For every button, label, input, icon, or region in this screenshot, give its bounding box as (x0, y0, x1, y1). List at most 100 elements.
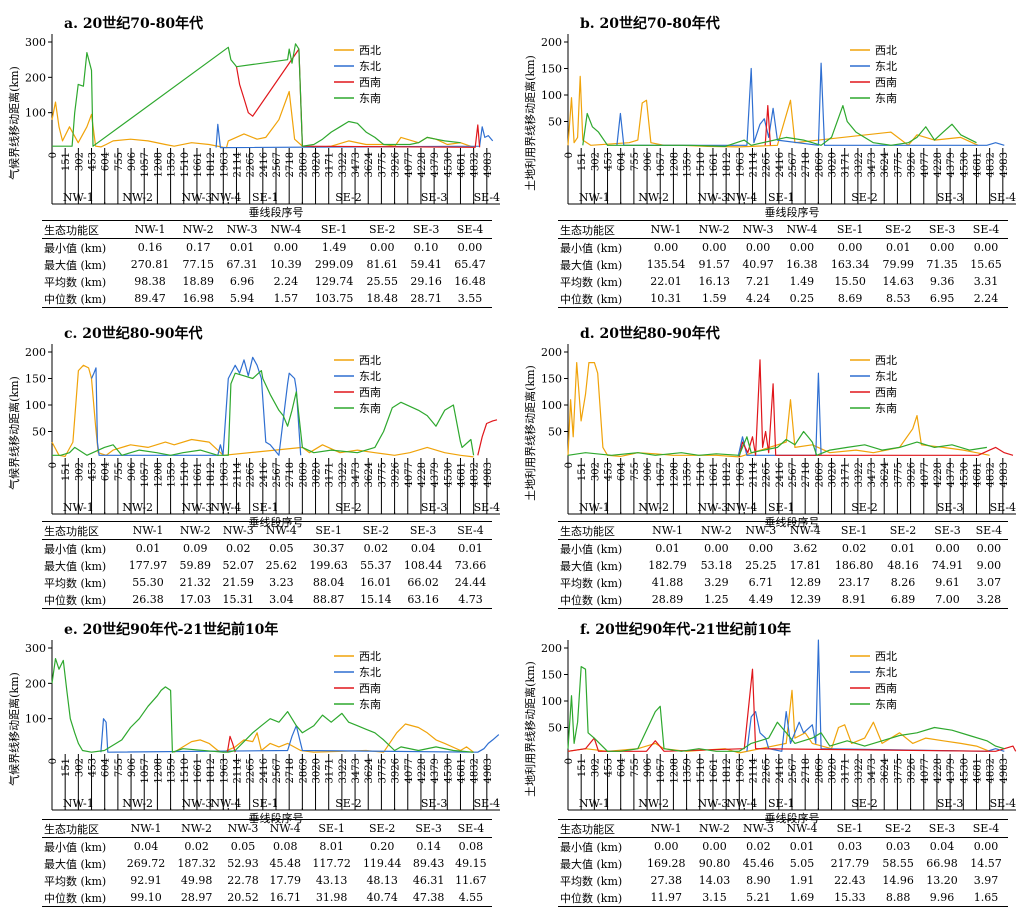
table-cell: 10.39 (270, 258, 302, 271)
x-tick-label: 4530 (959, 758, 970, 783)
x-tick-label: 0 (564, 152, 575, 158)
x-tick-label: 2567 (788, 152, 799, 177)
table-cell: 8.69 (837, 292, 863, 305)
series-line (226, 735, 236, 753)
table-cell: 0.17 (185, 241, 211, 254)
table-row: 中位数 (km) 10.31 1.59 4.24 0.25 8.69 8.53 6.95 2.2… (558, 290, 1008, 308)
table-cell: 6.71 (748, 576, 774, 589)
table-cell: 0.00 (745, 241, 771, 254)
y-tick-label: 100 (541, 89, 562, 102)
zone-label: SE-4 (474, 501, 501, 514)
x-tick-label: 906 (643, 758, 654, 777)
zone-label: NW-2 (638, 191, 669, 204)
table-cell: 0.01 (229, 241, 255, 254)
zone-label: SE-3 (937, 797, 964, 810)
zone-label: SE-2 (851, 797, 878, 810)
x-tick-label: 302 (590, 152, 601, 171)
table-cell: 14.63 (882, 275, 915, 288)
table-header-cell: SE-3 (412, 223, 440, 236)
x-tick-label: 755 (114, 758, 125, 777)
table-row: 最小值 (km) 0.04 0.02 0.05 0.08 8.01 0.20 0.14 0.08 (42, 838, 492, 856)
table-cell: 1.57 (273, 292, 299, 305)
table-header-cell: 生态功能区 (44, 524, 99, 538)
x-tick-label: 3171 (841, 152, 852, 177)
stats-table-a: 生态功能区 NW-1 NW-2 NW-3 NW-4 SE-1 SE-2 SE-3 SE-4 最小值… (42, 220, 492, 308)
table-cell: 11.67 (455, 874, 487, 887)
x-tick-label: 3926 (391, 152, 402, 177)
row-label: 最大值 (km) (44, 258, 107, 272)
table-header-cell: NW-1 (650, 822, 682, 835)
table-cell: 14.96 (882, 874, 914, 887)
table-cell: 77.15 (182, 258, 214, 271)
table-cell: 4.55 (458, 891, 484, 904)
table-cell: 269.72 (126, 857, 166, 870)
table-cell: 6.96 (229, 275, 255, 288)
row-label: 平均数 (km) (560, 275, 623, 289)
x-tick-label: 1057 (140, 758, 151, 783)
table-cell: 15.31 (222, 593, 255, 606)
table-cell: 15.65 (970, 258, 1002, 271)
x-tick-label: 1208 (153, 152, 164, 177)
x-tick-label: 3473 (867, 152, 878, 177)
table-cell: 5.21 (746, 891, 771, 904)
x-tick-label: 302 (590, 462, 601, 481)
series-line (51, 90, 474, 149)
table-cell: 1.25 (704, 593, 729, 606)
panel-d: d. 20世纪80-90年代 土地利用界线移动距离(km) 50 100 150 200 0… (520, 318, 1020, 618)
table-cell: 0.02 (746, 840, 771, 853)
table-header-cell: NW-2 (181, 822, 213, 835)
table-cell: 25.62 (265, 559, 298, 572)
table-cell: 299.09 (314, 258, 354, 271)
x-tick-label: 4530 (443, 462, 454, 487)
y-tick-label: 50 (548, 426, 562, 439)
y-axis-label: 气候界线移动距离(km) (7, 672, 21, 786)
table-row: 最小值 (km) 0.00 0.00 0.02 0.01 0.03 0.03 0.04 0.00 (558, 838, 1008, 856)
table-header-cell: SE-4 (456, 223, 484, 236)
table-cell: 21.32 (179, 576, 212, 589)
table-cell: 117.72 (312, 857, 351, 870)
table-cell: 0.00 (701, 241, 727, 254)
table-cell: 30.37 (312, 542, 345, 555)
chart-title: e. 20世纪90年代-21世纪前10年 (64, 621, 278, 638)
x-tick-label: 1963 (735, 758, 746, 783)
table-header-cell: NW-3 (742, 223, 774, 236)
table-cell: 1.49 (321, 241, 347, 254)
legend-label: 西北 (359, 44, 381, 57)
zone-label: NW-4 (210, 797, 241, 810)
legend-label: 西南 (875, 76, 897, 89)
table-cell: 0.01 (886, 241, 911, 254)
table-header-cell: NW-2 (699, 822, 730, 835)
table-cell: 0.00 (653, 241, 679, 254)
y-tick-label: 200 (25, 346, 46, 359)
table-cell: 6.95 (929, 292, 955, 305)
x-tick-label: 755 (630, 758, 641, 777)
table-cell: 3.62 (793, 542, 818, 555)
chart-title: b. 20世纪70-80年代 (580, 15, 720, 32)
series-line (235, 48, 481, 148)
x-tick-label: 3473 (867, 758, 878, 783)
table-cell: 16.48 (454, 275, 486, 288)
x-tick-label: 1661 (193, 758, 204, 783)
zone-label: SE-1 (252, 501, 279, 514)
row-label: 中位数 (km) (560, 593, 623, 607)
x-tick-label: 4379 (946, 462, 957, 487)
table-header-cell: 生态功能区 (560, 223, 615, 237)
table-cell: 16.98 (182, 292, 214, 305)
x-tick-label: 3171 (841, 462, 852, 487)
table-cell: 0.04 (410, 542, 436, 555)
x-tick-label: 1661 (709, 758, 720, 783)
y-axis-label: 土地利用界线移动距离(km) (523, 55, 537, 191)
y-tick-label: 200 (541, 36, 562, 49)
x-tick-label: 1510 (180, 462, 191, 487)
legend-label: 东南 (875, 698, 897, 711)
legend-label: 西南 (359, 386, 381, 399)
row-label: 最小值 (km) (560, 840, 623, 854)
zone-label: SE-4 (990, 501, 1017, 514)
legend-label: 东南 (359, 402, 381, 415)
x-tick-label: 604 (617, 462, 628, 481)
table-header-cell: NW-3 (227, 822, 259, 835)
x-tick-label: 4983 (999, 152, 1010, 177)
x-tick-label: 453 (88, 462, 99, 481)
